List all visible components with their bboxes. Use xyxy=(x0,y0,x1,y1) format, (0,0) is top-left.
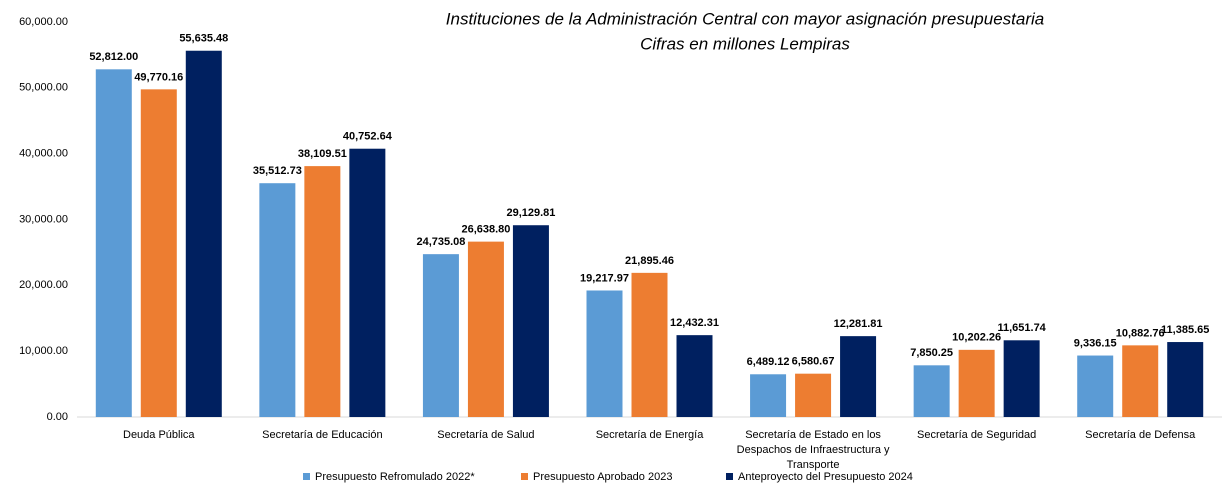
value-label: 29,129.81 xyxy=(506,207,555,219)
x-tick-label: Secretaría de Salud xyxy=(437,429,534,441)
bar xyxy=(185,50,222,417)
bar xyxy=(95,69,132,418)
bar xyxy=(795,373,832,417)
x-tick-label: Secretaría de Estado en los Despachos de … xyxy=(737,429,890,471)
bar xyxy=(586,290,623,417)
value-label: 11,385.65 xyxy=(1161,324,1209,336)
bar xyxy=(140,89,177,418)
chart-title: Instituciones de la Administración Centr… xyxy=(446,9,1044,28)
y-tick-label: 0.00 xyxy=(47,411,68,423)
value-label: 12,281.81 xyxy=(834,318,883,330)
value-label: 12,432.31 xyxy=(670,317,719,329)
value-label: 38,109.51 xyxy=(298,148,347,160)
bar xyxy=(840,336,877,417)
x-tick-label: Secretaría de Educación xyxy=(262,429,382,441)
value-label: 10,882.76 xyxy=(1116,327,1165,339)
x-tick-label: Secretaría de Energía xyxy=(596,429,705,441)
value-label: 6,489.12 xyxy=(747,356,790,368)
legend-swatch xyxy=(726,473,733,480)
bar xyxy=(1167,342,1204,417)
value-label: 9,336.15 xyxy=(1074,337,1117,349)
value-label: 21,895.46 xyxy=(625,255,674,267)
legend-swatch xyxy=(303,473,310,480)
y-tick-label: 10,000.00 xyxy=(19,345,68,357)
value-label: 7,850.25 xyxy=(910,347,953,359)
value-label: 10,202.26 xyxy=(952,332,1001,344)
bar xyxy=(467,241,504,417)
bar xyxy=(304,166,341,417)
legend-swatch xyxy=(521,473,528,480)
bar xyxy=(422,254,459,417)
legend-label: Presupuesto Aprobado 2023 xyxy=(533,471,672,483)
bar xyxy=(1122,345,1159,417)
bar xyxy=(958,349,995,417)
y-tick-label: 40,000.00 xyxy=(19,148,68,160)
chart-subtitle: Cifras en millones Lempiras xyxy=(640,34,850,53)
value-label: 6,580.67 xyxy=(792,356,835,368)
y-tick-label: 50,000.00 xyxy=(19,82,68,94)
x-tick-label: Deuda Pública xyxy=(123,429,195,441)
bar xyxy=(750,374,787,417)
y-tick-label: 60,000.00 xyxy=(19,16,68,28)
legend-label: Anteproyecto del Presupuesto 2024 xyxy=(738,471,913,483)
value-label: 52,812.00 xyxy=(89,51,138,63)
value-label: 35,512.73 xyxy=(253,165,302,177)
x-tick-label: Secretaría de Seguridad xyxy=(917,429,1036,441)
bar xyxy=(259,183,296,417)
bar xyxy=(1077,355,1114,417)
y-tick-label: 30,000.00 xyxy=(19,213,68,225)
bar xyxy=(913,365,950,417)
bar xyxy=(676,335,713,417)
value-label: 55,635.48 xyxy=(179,33,228,45)
y-tick-label: 20,000.00 xyxy=(19,279,68,291)
bar xyxy=(512,225,549,417)
value-label: 49,770.16 xyxy=(134,71,183,83)
legend-label: Presupuesto Refromulado 2022* xyxy=(315,471,475,483)
x-tick-label: Secretaría de Defensa xyxy=(1085,429,1196,441)
value-label: 19,217.97 xyxy=(580,272,629,284)
value-label: 24,735.08 xyxy=(416,236,465,248)
value-label: 11,651.74 xyxy=(997,322,1046,334)
value-label: 26,638.80 xyxy=(461,224,510,236)
bar xyxy=(631,272,668,417)
value-label: 40,752.64 xyxy=(343,131,393,143)
bar xyxy=(1003,340,1040,417)
bar xyxy=(349,148,386,417)
